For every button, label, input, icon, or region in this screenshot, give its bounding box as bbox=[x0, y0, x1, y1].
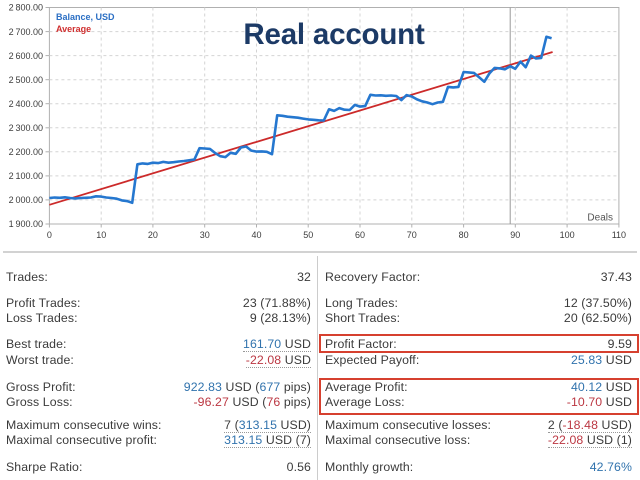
svg-text:60: 60 bbox=[355, 230, 365, 240]
svg-text:Deals: Deals bbox=[587, 213, 613, 224]
svg-text:70: 70 bbox=[407, 230, 417, 240]
svg-text:Average: Average bbox=[56, 24, 91, 34]
svg-text:110: 110 bbox=[612, 230, 626, 240]
svg-text:2 500.00: 2 500.00 bbox=[9, 75, 43, 85]
svg-text:2 800.00: 2 800.00 bbox=[9, 3, 43, 13]
svg-text:40: 40 bbox=[251, 230, 261, 240]
svg-text:2 200.00: 2 200.00 bbox=[9, 147, 43, 157]
svg-text:2 100.00: 2 100.00 bbox=[9, 171, 43, 181]
svg-text:90: 90 bbox=[510, 230, 520, 240]
svg-text:30: 30 bbox=[200, 230, 210, 240]
svg-text:2 300.00: 2 300.00 bbox=[9, 123, 43, 133]
svg-text:2 600.00: 2 600.00 bbox=[9, 51, 43, 61]
svg-text:20: 20 bbox=[148, 230, 158, 240]
svg-text:80: 80 bbox=[459, 230, 469, 240]
svg-text:10: 10 bbox=[96, 230, 106, 240]
svg-text:100: 100 bbox=[560, 230, 575, 240]
svg-text:50: 50 bbox=[303, 230, 313, 240]
svg-text:1 900.00: 1 900.00 bbox=[9, 219, 43, 229]
svg-text:Real account: Real account bbox=[243, 18, 425, 51]
svg-text:2 000.00: 2 000.00 bbox=[9, 195, 43, 205]
svg-text:0: 0 bbox=[47, 230, 52, 240]
svg-text:2 400.00: 2 400.00 bbox=[9, 99, 43, 109]
svg-text:Balance, USD: Balance, USD bbox=[56, 12, 115, 22]
svg-text:2 700.00: 2 700.00 bbox=[9, 27, 43, 37]
